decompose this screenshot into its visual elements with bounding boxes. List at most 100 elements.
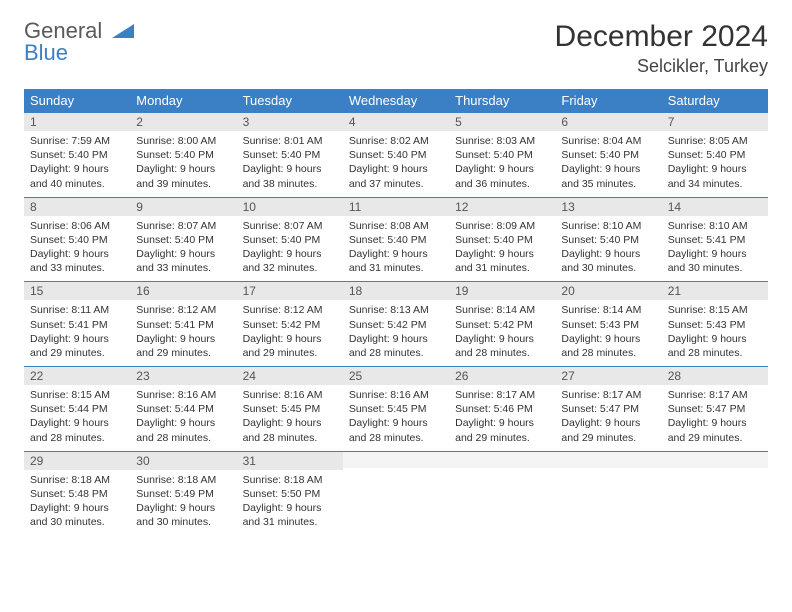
day-body: Sunrise: 8:05 AMSunset: 5:40 PMDaylight:… bbox=[662, 131, 768, 197]
day-cell: 7Sunrise: 8:05 AMSunset: 5:40 PMDaylight… bbox=[662, 113, 768, 198]
day-cell: 2Sunrise: 8:00 AMSunset: 5:40 PMDaylight… bbox=[130, 113, 236, 198]
daylight-text-2: and 35 minutes. bbox=[561, 177, 655, 191]
sunset-text: Sunset: 5:45 PM bbox=[243, 402, 337, 416]
sunrise-text: Sunrise: 8:01 AM bbox=[243, 134, 337, 148]
day-number: 9 bbox=[130, 198, 236, 216]
daylight-text-2: and 33 minutes. bbox=[30, 261, 124, 275]
day-body: Sunrise: 8:16 AMSunset: 5:45 PMDaylight:… bbox=[343, 385, 449, 451]
day-number: 11 bbox=[343, 198, 449, 216]
day-cell: 4Sunrise: 8:02 AMSunset: 5:40 PMDaylight… bbox=[343, 113, 449, 198]
sunset-text: Sunset: 5:42 PM bbox=[243, 318, 337, 332]
sunrise-text: Sunrise: 8:11 AM bbox=[30, 303, 124, 317]
day-number bbox=[662, 452, 768, 468]
sunrise-text: Sunrise: 8:17 AM bbox=[455, 388, 549, 402]
day-body: Sunrise: 8:07 AMSunset: 5:40 PMDaylight:… bbox=[130, 216, 236, 282]
day-cell: 29Sunrise: 8:18 AMSunset: 5:48 PMDayligh… bbox=[24, 451, 130, 535]
day-number: 24 bbox=[237, 367, 343, 385]
day-body: Sunrise: 8:18 AMSunset: 5:48 PMDaylight:… bbox=[24, 470, 130, 536]
day-cell: 25Sunrise: 8:16 AMSunset: 5:45 PMDayligh… bbox=[343, 367, 449, 452]
sunset-text: Sunset: 5:42 PM bbox=[455, 318, 549, 332]
day-body: Sunrise: 8:02 AMSunset: 5:40 PMDaylight:… bbox=[343, 131, 449, 197]
sunset-text: Sunset: 5:40 PM bbox=[243, 233, 337, 247]
sunset-text: Sunset: 5:40 PM bbox=[455, 148, 549, 162]
day-cell: 19Sunrise: 8:14 AMSunset: 5:42 PMDayligh… bbox=[449, 282, 555, 367]
day-body: Sunrise: 7:59 AMSunset: 5:40 PMDaylight:… bbox=[24, 131, 130, 197]
day-cell: 8Sunrise: 8:06 AMSunset: 5:40 PMDaylight… bbox=[24, 197, 130, 282]
day-body: Sunrise: 8:14 AMSunset: 5:43 PMDaylight:… bbox=[555, 300, 661, 366]
day-cell: 20Sunrise: 8:14 AMSunset: 5:43 PMDayligh… bbox=[555, 282, 661, 367]
sunrise-text: Sunrise: 8:18 AM bbox=[136, 473, 230, 487]
day-body: Sunrise: 8:09 AMSunset: 5:40 PMDaylight:… bbox=[449, 216, 555, 282]
daylight-text-2: and 29 minutes. bbox=[668, 431, 762, 445]
sunset-text: Sunset: 5:42 PM bbox=[349, 318, 443, 332]
day-number: 21 bbox=[662, 282, 768, 300]
sunrise-text: Sunrise: 8:06 AM bbox=[30, 219, 124, 233]
sunrise-text: Sunrise: 8:15 AM bbox=[668, 303, 762, 317]
week-row: 1Sunrise: 7:59 AMSunset: 5:40 PMDaylight… bbox=[24, 113, 768, 198]
sunrise-text: Sunrise: 8:10 AM bbox=[561, 219, 655, 233]
triangle-icon bbox=[112, 18, 134, 43]
day-cell: 14Sunrise: 8:10 AMSunset: 5:41 PMDayligh… bbox=[662, 197, 768, 282]
sunset-text: Sunset: 5:43 PM bbox=[668, 318, 762, 332]
day-body: Sunrise: 8:12 AMSunset: 5:42 PMDaylight:… bbox=[237, 300, 343, 366]
sunset-text: Sunset: 5:41 PM bbox=[30, 318, 124, 332]
sunrise-text: Sunrise: 8:12 AM bbox=[136, 303, 230, 317]
daylight-text-1: Daylight: 9 hours bbox=[30, 162, 124, 176]
daylight-text-2: and 28 minutes. bbox=[349, 346, 443, 360]
daylight-text-2: and 28 minutes. bbox=[561, 346, 655, 360]
day-number: 28 bbox=[662, 367, 768, 385]
day-number: 5 bbox=[449, 113, 555, 131]
weekday-header: Saturday bbox=[662, 89, 768, 113]
sunrise-text: Sunrise: 8:12 AM bbox=[243, 303, 337, 317]
daylight-text-1: Daylight: 9 hours bbox=[561, 247, 655, 261]
weekday-header: Friday bbox=[555, 89, 661, 113]
day-cell bbox=[662, 451, 768, 535]
daylight-text-1: Daylight: 9 hours bbox=[243, 332, 337, 346]
day-body bbox=[555, 468, 661, 520]
sunset-text: Sunset: 5:40 PM bbox=[668, 148, 762, 162]
day-number: 13 bbox=[555, 198, 661, 216]
day-number: 1 bbox=[24, 113, 130, 131]
daylight-text-1: Daylight: 9 hours bbox=[349, 332, 443, 346]
daylight-text-1: Daylight: 9 hours bbox=[30, 247, 124, 261]
daylight-text-2: and 28 minutes. bbox=[668, 346, 762, 360]
sunset-text: Sunset: 5:45 PM bbox=[349, 402, 443, 416]
sunset-text: Sunset: 5:40 PM bbox=[243, 148, 337, 162]
day-number: 14 bbox=[662, 198, 768, 216]
sunrise-text: Sunrise: 8:17 AM bbox=[668, 388, 762, 402]
day-body: Sunrise: 8:06 AMSunset: 5:40 PMDaylight:… bbox=[24, 216, 130, 282]
sunset-text: Sunset: 5:40 PM bbox=[561, 148, 655, 162]
daylight-text-1: Daylight: 9 hours bbox=[561, 416, 655, 430]
sunset-text: Sunset: 5:40 PM bbox=[455, 233, 549, 247]
day-cell: 28Sunrise: 8:17 AMSunset: 5:47 PMDayligh… bbox=[662, 367, 768, 452]
day-body: Sunrise: 8:18 AMSunset: 5:50 PMDaylight:… bbox=[237, 470, 343, 536]
sunset-text: Sunset: 5:44 PM bbox=[30, 402, 124, 416]
daylight-text-2: and 32 minutes. bbox=[243, 261, 337, 275]
day-body: Sunrise: 8:15 AMSunset: 5:43 PMDaylight:… bbox=[662, 300, 768, 366]
day-body: Sunrise: 8:16 AMSunset: 5:44 PMDaylight:… bbox=[130, 385, 236, 451]
day-number: 25 bbox=[343, 367, 449, 385]
daylight-text-1: Daylight: 9 hours bbox=[455, 332, 549, 346]
sunrise-text: Sunrise: 8:07 AM bbox=[243, 219, 337, 233]
daylight-text-1: Daylight: 9 hours bbox=[349, 247, 443, 261]
week-row: 22Sunrise: 8:15 AMSunset: 5:44 PMDayligh… bbox=[24, 367, 768, 452]
sunset-text: Sunset: 5:40 PM bbox=[136, 233, 230, 247]
sunset-text: Sunset: 5:40 PM bbox=[349, 148, 443, 162]
day-body: Sunrise: 8:17 AMSunset: 5:47 PMDaylight:… bbox=[662, 385, 768, 451]
daylight-text-1: Daylight: 9 hours bbox=[668, 247, 762, 261]
day-body bbox=[343, 468, 449, 520]
day-body: Sunrise: 8:14 AMSunset: 5:42 PMDaylight:… bbox=[449, 300, 555, 366]
day-body: Sunrise: 8:01 AMSunset: 5:40 PMDaylight:… bbox=[237, 131, 343, 197]
daylight-text-1: Daylight: 9 hours bbox=[30, 416, 124, 430]
day-number bbox=[449, 452, 555, 468]
daylight-text-1: Daylight: 9 hours bbox=[136, 162, 230, 176]
sunrise-text: Sunrise: 8:16 AM bbox=[136, 388, 230, 402]
sunrise-text: Sunrise: 8:18 AM bbox=[243, 473, 337, 487]
day-number: 22 bbox=[24, 367, 130, 385]
weekday-header-row: Sunday Monday Tuesday Wednesday Thursday… bbox=[24, 89, 768, 113]
location-label: Selcikler, Turkey bbox=[555, 56, 768, 77]
day-body: Sunrise: 8:00 AMSunset: 5:40 PMDaylight:… bbox=[130, 131, 236, 197]
day-cell: 31Sunrise: 8:18 AMSunset: 5:50 PMDayligh… bbox=[237, 451, 343, 535]
daylight-text-2: and 40 minutes. bbox=[30, 177, 124, 191]
header: General Blue December 2024 Selcikler, Tu… bbox=[24, 20, 768, 77]
